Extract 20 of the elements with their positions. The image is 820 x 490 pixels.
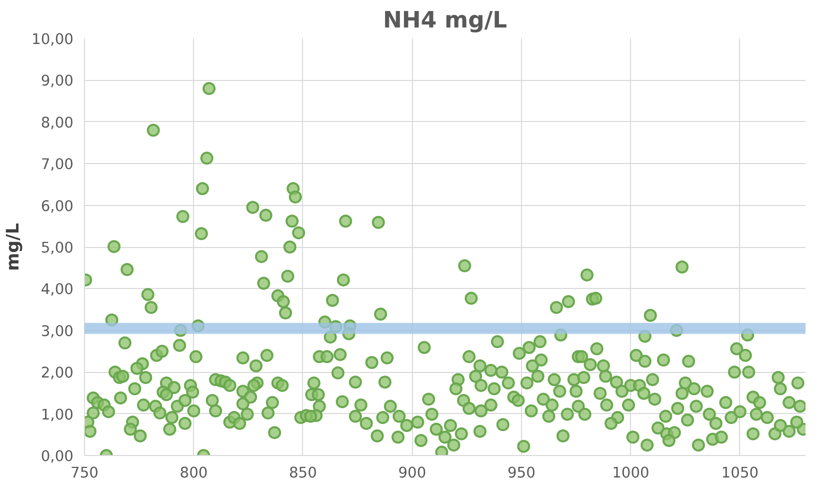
x-tick-label: 850 bbox=[289, 464, 317, 482]
x-tick-label: 1050 bbox=[721, 464, 759, 482]
x-tick-label: 1000 bbox=[612, 464, 650, 482]
chart-title: NH4 mg/L bbox=[382, 8, 508, 34]
y-tick-label: 3,00 bbox=[40, 322, 74, 340]
y-tick-label: 9,00 bbox=[40, 72, 74, 90]
y-tick-label: 0,00 bbox=[40, 448, 74, 465]
y-axis-title: mg/L bbox=[4, 223, 24, 271]
y-tick-label: 10,00 bbox=[32, 31, 74, 48]
y-tick-label: 8,00 bbox=[40, 114, 74, 132]
x-tick-label: 800 bbox=[180, 464, 208, 482]
x-tick-label: 900 bbox=[398, 464, 426, 482]
y-tick-label: 2,00 bbox=[40, 364, 74, 382]
y-tick-label: 6,00 bbox=[40, 198, 74, 215]
y-tick-label: 4,00 bbox=[40, 281, 74, 298]
x-tick-label: 750 bbox=[70, 464, 98, 482]
x-tick-label: 950 bbox=[507, 464, 536, 482]
y-tick-label: 1,00 bbox=[40, 406, 74, 424]
y-tick-label: 7,00 bbox=[40, 156, 74, 174]
y-tick-label: 5,00 bbox=[40, 240, 74, 256]
